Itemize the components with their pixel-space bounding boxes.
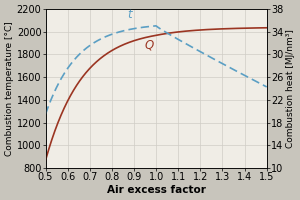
Text: Q: Q	[145, 38, 154, 51]
Y-axis label: Combustion temperature [°C]: Combustion temperature [°C]	[5, 21, 14, 156]
X-axis label: Air excess factor: Air excess factor	[107, 185, 206, 195]
Text: t: t	[127, 8, 132, 21]
Y-axis label: Combustion heat [MJ/nm³]: Combustion heat [MJ/nm³]	[286, 29, 295, 148]
